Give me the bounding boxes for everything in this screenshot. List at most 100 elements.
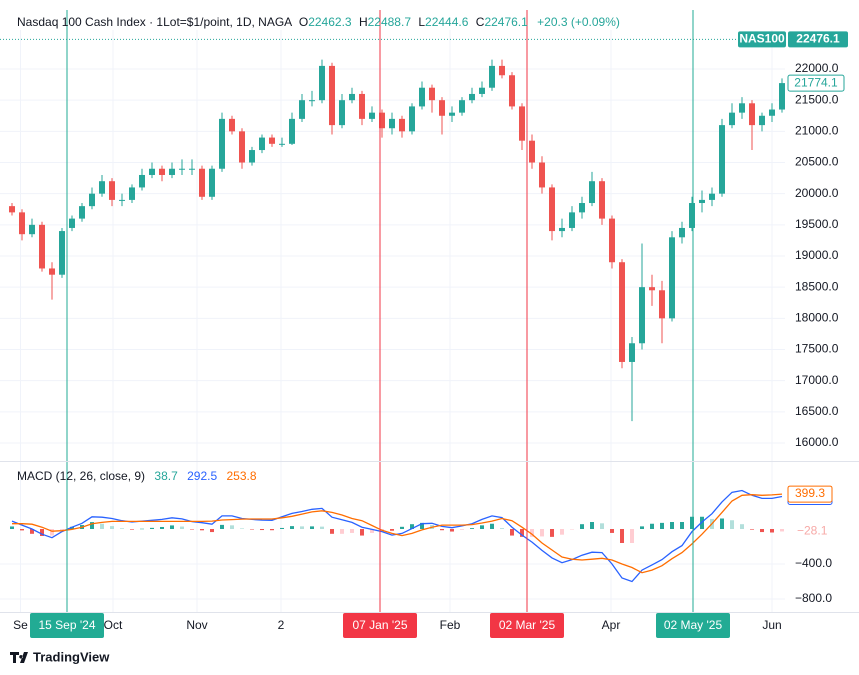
histogram-bar <box>420 522 424 529</box>
histogram-bar <box>580 524 584 529</box>
candle-body <box>39 224 45 269</box>
logo-icon <box>10 652 28 663</box>
histogram-bar <box>220 524 224 529</box>
x-tick-label: Se <box>13 618 28 632</box>
macd-title: MACD (12, 26, close, 9) <box>17 469 145 483</box>
legend-value: 292.5 <box>187 469 217 483</box>
candle-body <box>139 174 145 188</box>
candle-body <box>779 83 785 110</box>
histogram-bar <box>740 524 744 529</box>
candle-body <box>689 203 695 228</box>
histogram-bar <box>730 520 734 529</box>
candle-body <box>359 93 365 119</box>
histogram-bar <box>120 528 124 529</box>
candle-body <box>619 262 625 362</box>
candle-body <box>229 118 235 132</box>
candle-body <box>549 187 555 232</box>
y-tick-label: 21500.0 <box>795 92 839 106</box>
histogram-bar <box>780 528 784 532</box>
y-tick-label: 17000.0 <box>795 373 839 387</box>
ohlc-label: H <box>359 15 368 29</box>
x-tick-label: Oct <box>104 618 123 632</box>
histogram-bar <box>720 518 724 529</box>
candle-body <box>299 100 305 119</box>
ohlc-value: 22476.1 <box>484 15 528 29</box>
x-tick-label: Nov <box>186 618 207 632</box>
marker-box <box>30 613 104 638</box>
candle-body <box>219 118 225 169</box>
candle-body <box>509 75 515 107</box>
candle-body <box>729 112 735 126</box>
top-layer: 16000.0 16500.0 17000.0 17500.0 18000.0 18500… <box>0 10 848 638</box>
candle-body <box>149 168 155 175</box>
candle-body <box>469 93 475 101</box>
y-tick-label: 18000.0 <box>795 311 839 325</box>
ohlc-value: 22444.6 <box>425 15 469 29</box>
candle-body <box>399 118 405 132</box>
y-tick-label: −800.0 <box>795 591 832 605</box>
y-tick-label: −400.0 <box>795 556 832 570</box>
histogram-bar <box>690 516 694 529</box>
candle-body <box>599 181 605 219</box>
macd-legend: MACD (12, 26, close, 9) 38.7 292.5 253.8 <box>17 469 257 483</box>
candle-body <box>749 103 755 126</box>
histogram-bar <box>550 528 554 537</box>
histogram-bar <box>40 528 44 536</box>
candle-body <box>679 227 685 238</box>
histogram-bar <box>270 528 274 531</box>
histogram-bar <box>470 528 474 529</box>
histogram-bar <box>360 528 364 536</box>
histogram-bar <box>150 527 154 529</box>
marker-box <box>490 613 564 638</box>
marker-label: 02 Mar '25 <box>499 618 556 632</box>
candle-body <box>379 112 385 129</box>
candle-body <box>69 218 75 228</box>
histogram-bar <box>660 522 664 529</box>
histogram-bar <box>110 526 114 529</box>
candle-body <box>479 87 485 94</box>
histogram-bar <box>320 526 324 529</box>
candle-body <box>9 206 15 213</box>
ohlc-label: L <box>418 15 425 29</box>
ohlc-label: O <box>299 15 308 29</box>
candle-body <box>769 109 775 116</box>
axis-value-box <box>787 485 833 503</box>
candle-body <box>259 137 265 151</box>
y-tick-label: 16500.0 <box>795 404 839 418</box>
y-tick-label: 17500.0 <box>795 342 839 356</box>
candle-body <box>569 212 575 228</box>
candle-body <box>629 343 635 362</box>
price-legend: Nasdaq 100 Cash Index · 1Lot=$1/point, 1… <box>17 15 620 29</box>
candle-body <box>209 168 215 197</box>
axis-value-label: 399.3 <box>795 486 825 500</box>
histogram-bar <box>540 528 544 537</box>
candle-body <box>289 118 295 144</box>
candle-body <box>179 168 185 170</box>
footer-logo: TradingView <box>10 649 110 664</box>
histogram-bar <box>90 522 94 529</box>
candle-body <box>109 181 115 200</box>
histogram-bar <box>250 528 254 530</box>
candle-body <box>49 268 55 275</box>
candle-body <box>159 168 165 175</box>
marker-box <box>656 613 730 638</box>
histogram-bar <box>500 528 504 529</box>
histogram-bar <box>350 528 354 533</box>
candle-body <box>439 100 445 116</box>
histogram-bar <box>330 528 334 534</box>
histogram-bar <box>440 528 444 531</box>
candle-body <box>519 106 525 141</box>
symbol-box <box>738 31 786 48</box>
candle-body <box>589 181 595 204</box>
candle-body <box>279 143 285 145</box>
candle-body <box>419 87 425 107</box>
y-tick-label: 20500.0 <box>795 155 839 169</box>
histogram-bar <box>180 526 184 529</box>
candle-body <box>189 168 195 170</box>
histogram-bar <box>140 528 144 530</box>
histogram-bar <box>670 522 674 529</box>
histogram-bar <box>450 528 454 532</box>
candle-body <box>59 231 65 275</box>
